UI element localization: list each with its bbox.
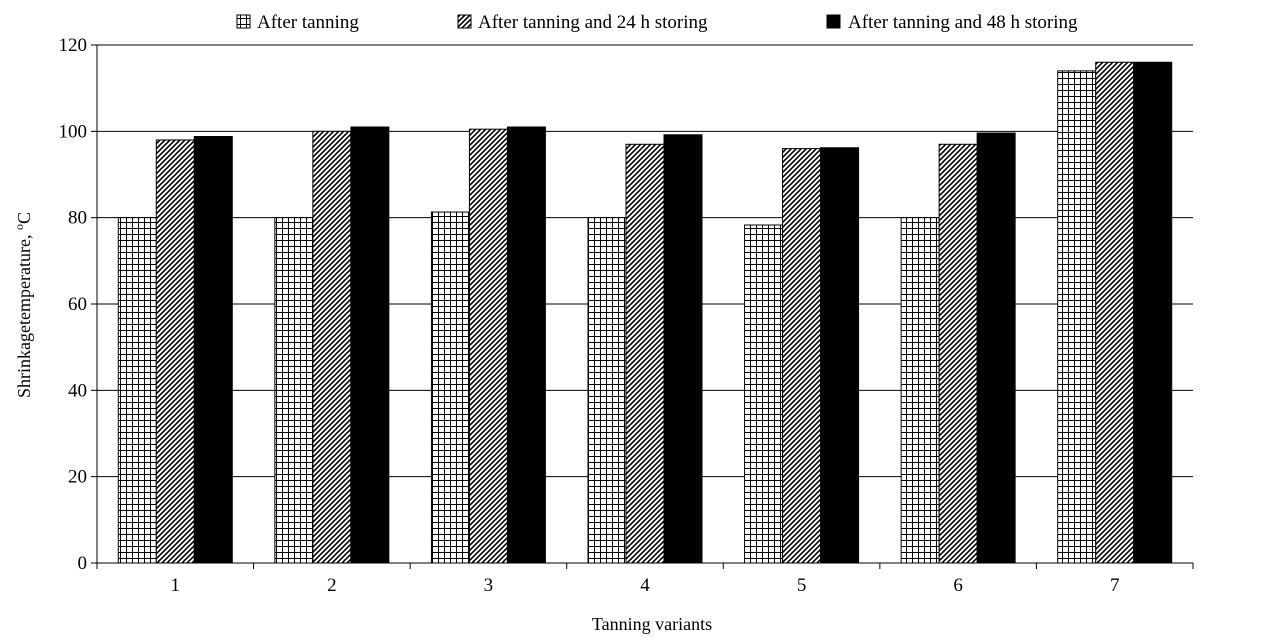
bar-after-tanning-and-48-h-storing-1: [193, 136, 233, 564]
y-tick-label-100: 100: [59, 121, 88, 142]
legend-swatch-after-tanning: [236, 14, 251, 29]
y-tick-label-0: 0: [78, 553, 88, 574]
x-tick-label-4: 4: [640, 575, 650, 596]
legend-label-after-tanning-48h: After tanning and 48 h storing: [848, 12, 1078, 33]
x-tick-label-5: 5: [797, 575, 807, 596]
bar-after-tanning-4: [587, 217, 627, 564]
legend: After tanning After tanning and 24 h sto…: [236, 12, 1078, 33]
bar-after-tanning-and-24-h-storing-6: [938, 143, 978, 564]
x-tick-label-2: 2: [327, 575, 337, 596]
bar-after-tanning-and-48-h-storing-5: [820, 147, 860, 564]
legend-label-after-tanning-24h: After tanning and 24 h storing: [478, 12, 708, 33]
x-tick-label-7: 7: [1110, 575, 1120, 596]
bar-after-tanning-and-48-h-storing-6: [976, 132, 1016, 564]
y-tick-label-40: 40: [68, 380, 87, 401]
bar-after-tanning-5: [744, 224, 784, 564]
y-tick-label-120: 120: [59, 35, 88, 56]
bar-after-tanning-and-48-h-storing-7: [1133, 61, 1173, 564]
bar-after-tanning-and-24-h-storing-1: [155, 139, 195, 564]
bar-after-tanning-and-48-h-storing-3: [506, 126, 546, 564]
y-axis-title: Shrinkagetemperature, oC: [12, 212, 34, 398]
bar-after-tanning-7: [1057, 70, 1097, 564]
bar-after-tanning-and-24-h-storing-2: [312, 130, 352, 564]
x-tick-label-1: 1: [171, 575, 181, 596]
y-tick-label-80: 80: [68, 208, 87, 229]
legend-swatch-after-tanning-24h: [457, 14, 472, 29]
x-axis-title: Tanning variants: [592, 614, 712, 634]
bar-after-tanning-and-24-h-storing-3: [468, 128, 508, 564]
bar-after-tanning-and-24-h-storing-5: [782, 148, 822, 564]
bar-after-tanning-1: [117, 217, 157, 564]
axes: 0 20 40 60 80 100 120 1 2 3 4 5 6 7: [59, 35, 1194, 596]
x-tick-label-6: 6: [953, 575, 963, 596]
bar-after-tanning-and-24-h-storing-7: [1095, 61, 1135, 564]
y-tick-label-20: 20: [68, 467, 87, 488]
bar-after-tanning-and-24-h-storing-4: [625, 143, 665, 564]
y-tick-label-60: 60: [68, 294, 87, 315]
x-tick-label-3: 3: [484, 575, 494, 596]
bar-after-tanning-and-48-h-storing-2: [350, 126, 390, 564]
legend-label-after-tanning: After tanning: [257, 12, 359, 33]
bar-after-tanning-and-48-h-storing-4: [663, 134, 703, 564]
bar-after-tanning-2: [274, 217, 314, 564]
bar-after-tanning-3: [430, 211, 470, 564]
bar-after-tanning-6: [900, 217, 940, 564]
legend-swatch-after-tanning-48h: [826, 14, 841, 29]
bars: [117, 61, 1173, 564]
